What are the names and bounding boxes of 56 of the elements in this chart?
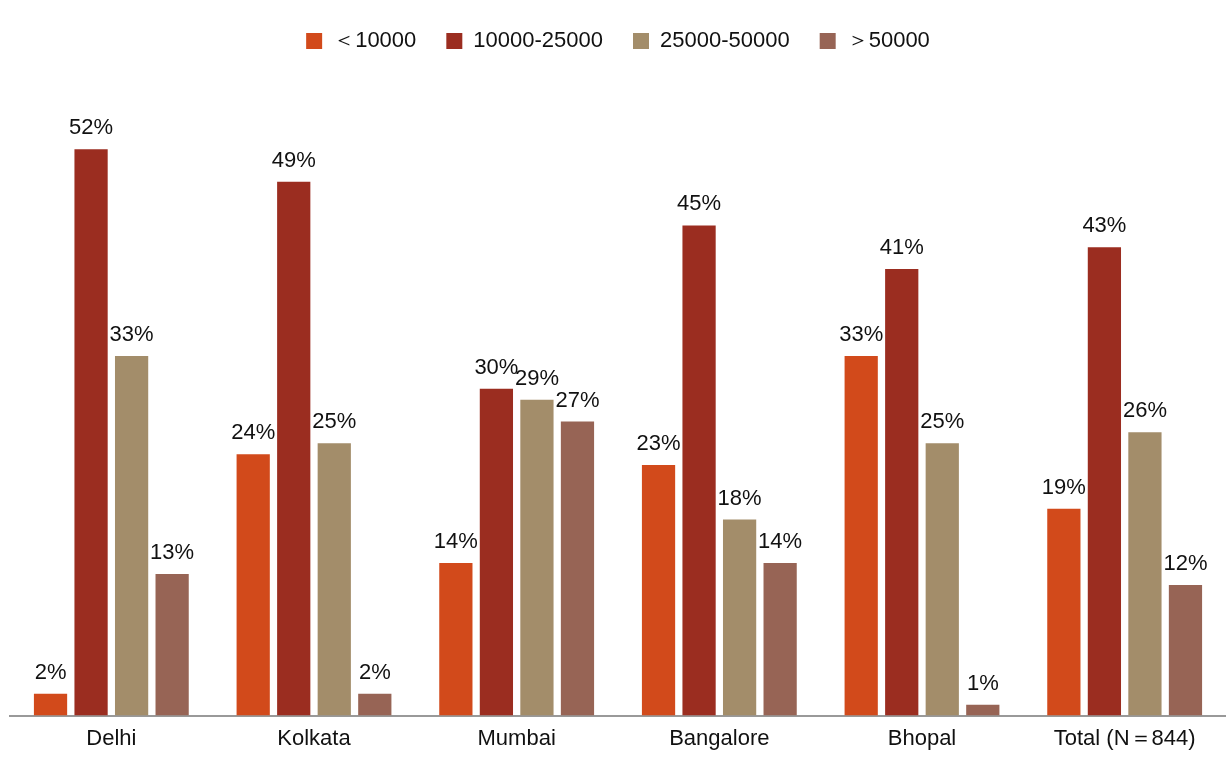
bar — [966, 704, 1000, 716]
bar — [114, 356, 149, 716]
bar — [682, 225, 716, 716]
data-label: 2% — [34, 658, 67, 684]
data-label: 49% — [271, 146, 316, 172]
data-label: 25% — [312, 408, 357, 434]
bar — [925, 443, 959, 716]
data-label: 43% — [1082, 212, 1127, 238]
bar — [1047, 508, 1081, 716]
data-label: 14% — [433, 528, 478, 554]
bar — [74, 149, 108, 716]
data-label: 33% — [839, 321, 884, 347]
x-tick-label: Kolkata — [277, 724, 352, 750]
bar — [358, 693, 392, 716]
data-label: 24% — [231, 419, 276, 445]
data-label: 12% — [1163, 549, 1208, 575]
data-label: 52% — [69, 114, 114, 140]
x-tick-label: Mumbai — [477, 724, 556, 750]
legend-label: ＞50000 — [846, 27, 930, 53]
data-label: 19% — [1041, 473, 1086, 499]
bar — [885, 268, 919, 716]
data-label: 1% — [966, 669, 999, 695]
bar — [1168, 584, 1203, 716]
bar — [1128, 432, 1162, 716]
x-tick-label: Total (N＝844) — [1053, 724, 1196, 750]
data-label: 25% — [920, 408, 965, 434]
bar — [560, 421, 595, 716]
bar — [520, 399, 554, 716]
bar — [155, 573, 189, 716]
data-label: 26% — [1122, 397, 1167, 423]
legend-label: ＜10000 — [333, 27, 417, 53]
bar — [763, 563, 797, 716]
bar — [641, 465, 676, 716]
bar — [844, 356, 878, 716]
data-label: 2% — [358, 658, 391, 684]
legend-label: 10000-25000 — [473, 27, 604, 53]
data-label: 13% — [150, 539, 195, 565]
data-label: 18% — [717, 484, 762, 510]
bar — [1087, 247, 1122, 716]
bar — [317, 443, 351, 716]
data-label: 45% — [677, 190, 722, 216]
bar — [479, 388, 514, 716]
data-label: 41% — [879, 234, 924, 260]
bar — [439, 563, 473, 716]
x-tick-label: Bhopal — [887, 724, 957, 750]
x-tick-label: Bangalore — [669, 724, 770, 750]
bar — [277, 181, 311, 716]
data-label: 33% — [109, 321, 154, 347]
legend-label: 25000-50000 — [660, 27, 790, 53]
data-label: 27% — [555, 386, 600, 412]
x-tick-label: Delhi — [86, 724, 137, 750]
data-label: 14% — [758, 528, 803, 554]
bar — [236, 454, 270, 716]
data-label: 23% — [636, 430, 681, 456]
bar — [722, 519, 757, 716]
bar — [33, 693, 68, 716]
